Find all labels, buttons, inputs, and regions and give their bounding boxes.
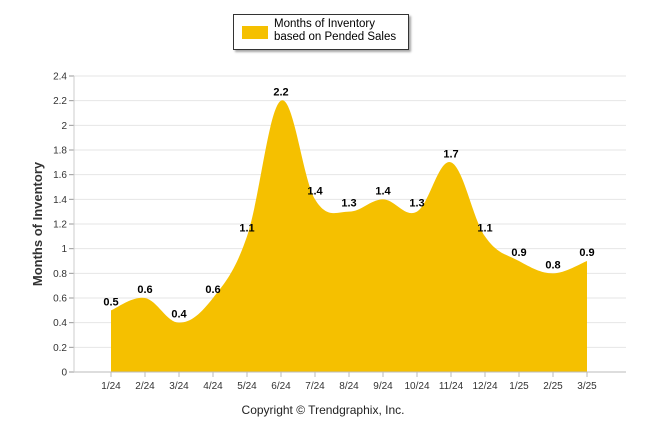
data-label: 0.6 [205,284,220,296]
data-label: 0.8 [545,259,560,271]
data-label: 1.4 [375,185,391,197]
x-tick-label: 12/24 [472,381,497,392]
legend: Months of Inventory based on Pended Sale… [233,14,409,50]
data-label: 2.2 [273,87,288,99]
area-series [110,100,588,372]
data-label: 0.6 [137,284,152,296]
y-axis-ticks: 0 0.2 0.4 0.6 0.8 1 1.2 1.4 1.6 1.8 2 2.2 2.4 [53,72,74,379]
x-tick-label: 2/25 [543,381,563,392]
x-tick-label: 8/24 [339,381,359,392]
y-tick-label: 1 [61,244,67,255]
y-tick-label: 1.4 [53,195,67,206]
legend-swatch [242,26,268,39]
copyright-text: Copyright © Trendgraphix, Inc. [241,403,405,417]
y-axis-label: Months of Inventory [30,161,45,286]
x-tick-label: 4/24 [203,381,223,392]
data-label: 1.1 [477,222,492,234]
x-tick-label: 1/25 [509,381,529,392]
y-tick-label: 2.2 [53,96,67,107]
y-tick-label: 2.4 [53,72,67,83]
x-tick-label: 6/24 [271,381,291,392]
data-label: 1.3 [409,198,424,210]
x-tick-label: 1/24 [101,381,121,392]
data-label: 0.4 [171,309,187,321]
data-label: 1.3 [341,198,356,210]
x-tick-label: 7/24 [305,381,325,392]
y-tick-label: 0 [61,368,67,379]
x-tick-label: 5/24 [237,381,257,392]
legend-label: Months of Inventory based on Pended Sale… [274,18,397,43]
data-label: 0.9 [511,247,526,259]
x-tick-label: 10/24 [404,381,429,392]
x-tick-label: 9/24 [373,381,393,392]
area-fill [111,100,587,372]
y-tick-label: 1.8 [53,146,67,157]
data-label: 1.1 [239,222,254,234]
y-tick-label: 0.6 [53,294,67,305]
x-tick-label: 11/24 [439,381,464,392]
y-tick-label: 0.4 [53,318,67,329]
data-labels: 0.5 0.6 0.4 0.6 1.1 2.2 1.4 1.3 1.4 1.3 1.7 1.1 0.9 0… [103,87,594,321]
x-axis: 1/24 2/24 3/24 4/24 5/24 6/24 7/24 8/24 9/24 10/2… [73,76,626,392]
y-tick-label: 2 [61,121,67,132]
y-tick-label: 1.2 [53,220,67,231]
data-label: 0.5 [103,296,118,308]
y-tick-label: 0.2 [53,343,67,354]
x-tick-label: 2/24 [135,381,155,392]
x-tick-label: 3/25 [577,381,597,392]
y-tick-label: 0.8 [53,269,67,280]
data-label: 1.4 [307,185,323,197]
data-label: 1.7 [443,148,458,160]
data-label: 0.9 [579,247,594,259]
y-tick-label: 1.6 [53,170,67,181]
x-tick-label: 3/24 [169,381,189,392]
